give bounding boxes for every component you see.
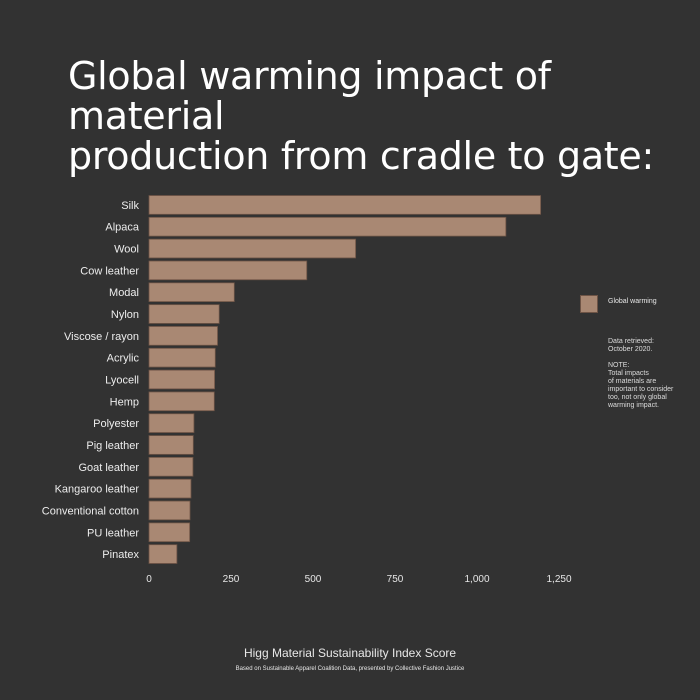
note-line-6: warming impact. — [608, 402, 659, 409]
legend-swatch — [580, 295, 598, 313]
note-line-4: important to consider — [608, 386, 674, 393]
x-axis-label: Higg Material Sustainability Index Score — [243, 646, 457, 660]
bar-pig-leather — [148, 435, 194, 455]
bar-acrylic — [148, 347, 216, 368]
note-line-3: of materials are — [608, 378, 657, 385]
note-line-1: NOTE: — [608, 362, 630, 369]
chart-title-line-1: Global warming impact of material — [68, 54, 551, 138]
note-line-5: too, not only global — [608, 394, 667, 401]
category-label: Kangaroo leather — [55, 484, 140, 496]
data-retrieved-note: Data retrieved: October 2020. — [608, 338, 696, 354]
category-label: Acrylic — [107, 353, 140, 365]
bar-cow-leather — [148, 260, 308, 281]
x-tick-label: 1,000 — [464, 574, 489, 585]
chart-title-line-2: production from cradle to gate: — [68, 134, 654, 178]
bar-lyocell — [148, 369, 215, 390]
x-tick-label: 500 — [305, 574, 322, 585]
category-label: Hemp — [110, 396, 139, 408]
category-label: Nylon — [111, 309, 139, 321]
notes: Data retrieved: October 2020. NOTE: Tota… — [608, 338, 696, 418]
retrieved-line-1: Data retrieved: — [608, 338, 654, 345]
bar-hemp — [148, 391, 215, 412]
category-label: Alpaca — [105, 222, 140, 234]
category-label: Cow leather — [80, 265, 139, 277]
x-tick-label: 1,250 — [546, 574, 571, 585]
category-label: Goat leather — [78, 462, 139, 474]
legend-label: Global warming — [608, 298, 657, 305]
bar-goat-leather — [148, 457, 194, 477]
note-line-2: Total impacts — [608, 370, 649, 377]
bar-wool — [148, 238, 357, 259]
category-label: Pig leather — [86, 440, 139, 452]
category-label: PU leather — [87, 527, 139, 539]
category-label: Polyester — [93, 418, 139, 430]
bar-polyester — [148, 413, 195, 433]
category-label: Viscose / rayon — [64, 331, 139, 343]
retrieved-line-2: October 2020. — [608, 346, 653, 353]
category-label: Lyocell — [105, 375, 139, 387]
chart-title: Global warming impact of material produc… — [68, 56, 668, 176]
bar-alpaca — [148, 216, 507, 237]
bar-conventional-cotton — [148, 500, 191, 521]
x-tick-label: 0 — [146, 574, 152, 585]
category-label: Modal — [109, 287, 139, 299]
bar-kangaroo-leather — [148, 478, 192, 499]
bar-viscose-rayon — [148, 326, 218, 346]
category-label: Pinatex — [102, 549, 139, 561]
category-label: Conventional cotton — [42, 505, 139, 517]
impact-note: NOTE: Total impacts of materials are imp… — [608, 362, 696, 410]
category-label: Wool — [114, 244, 139, 256]
x-tick-label: 250 — [223, 574, 240, 585]
category-label: Silk — [121, 200, 139, 212]
source-note: Based on Sustainable Apparel Coalition D… — [235, 666, 465, 672]
bar-silk — [148, 195, 542, 215]
x-tick-label: 750 — [387, 574, 404, 585]
bar-modal — [148, 282, 235, 302]
bar-pu-leather — [148, 522, 191, 543]
bar-pinatex — [148, 544, 178, 564]
bar-nylon — [148, 304, 220, 324]
